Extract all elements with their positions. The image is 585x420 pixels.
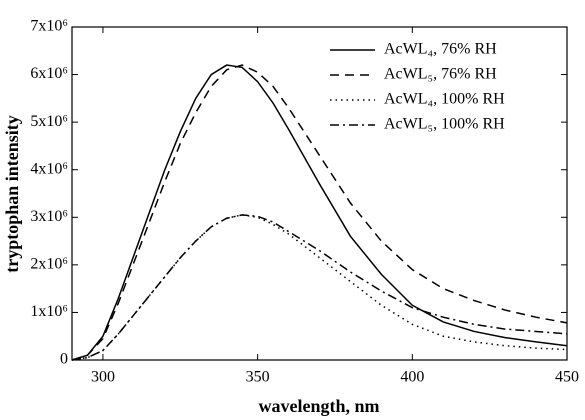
legend-label: AcWL₄, 100% RH [384, 91, 505, 108]
x-tick-label: 450 [555, 369, 579, 386]
legend-label: AcWL₅, 76% RH [384, 66, 497, 83]
y-tick-label: 3x10⁶ [30, 208, 68, 225]
series-line [71, 214, 568, 361]
y-tick-label: 1x10⁶ [30, 303, 68, 320]
y-tick-label: 7x10⁶ [30, 18, 68, 35]
plot-frame [71, 26, 568, 361]
series-line [71, 64, 568, 361]
x-tick-label: 350 [246, 369, 270, 386]
y-tick-label: 4x10⁶ [30, 160, 68, 177]
y-axis-label: tryptophan intensity [2, 115, 22, 273]
series-line [71, 214, 568, 361]
y-tick-label: 2x10⁶ [30, 256, 68, 273]
series-line [71, 64, 568, 361]
x-axis-label: wavelength, nm [259, 396, 380, 416]
y-tick-label: 5x10⁶ [30, 113, 68, 130]
y-tick-label: 0 [60, 351, 68, 368]
x-tick-label: 400 [400, 369, 424, 386]
legend-label: AcWL₄, 76% RH [384, 41, 497, 58]
y-tick-label: 6x10⁶ [30, 65, 68, 82]
x-tick-label: 300 [91, 369, 115, 386]
legend-label: AcWL₅, 100% RH [384, 116, 505, 133]
